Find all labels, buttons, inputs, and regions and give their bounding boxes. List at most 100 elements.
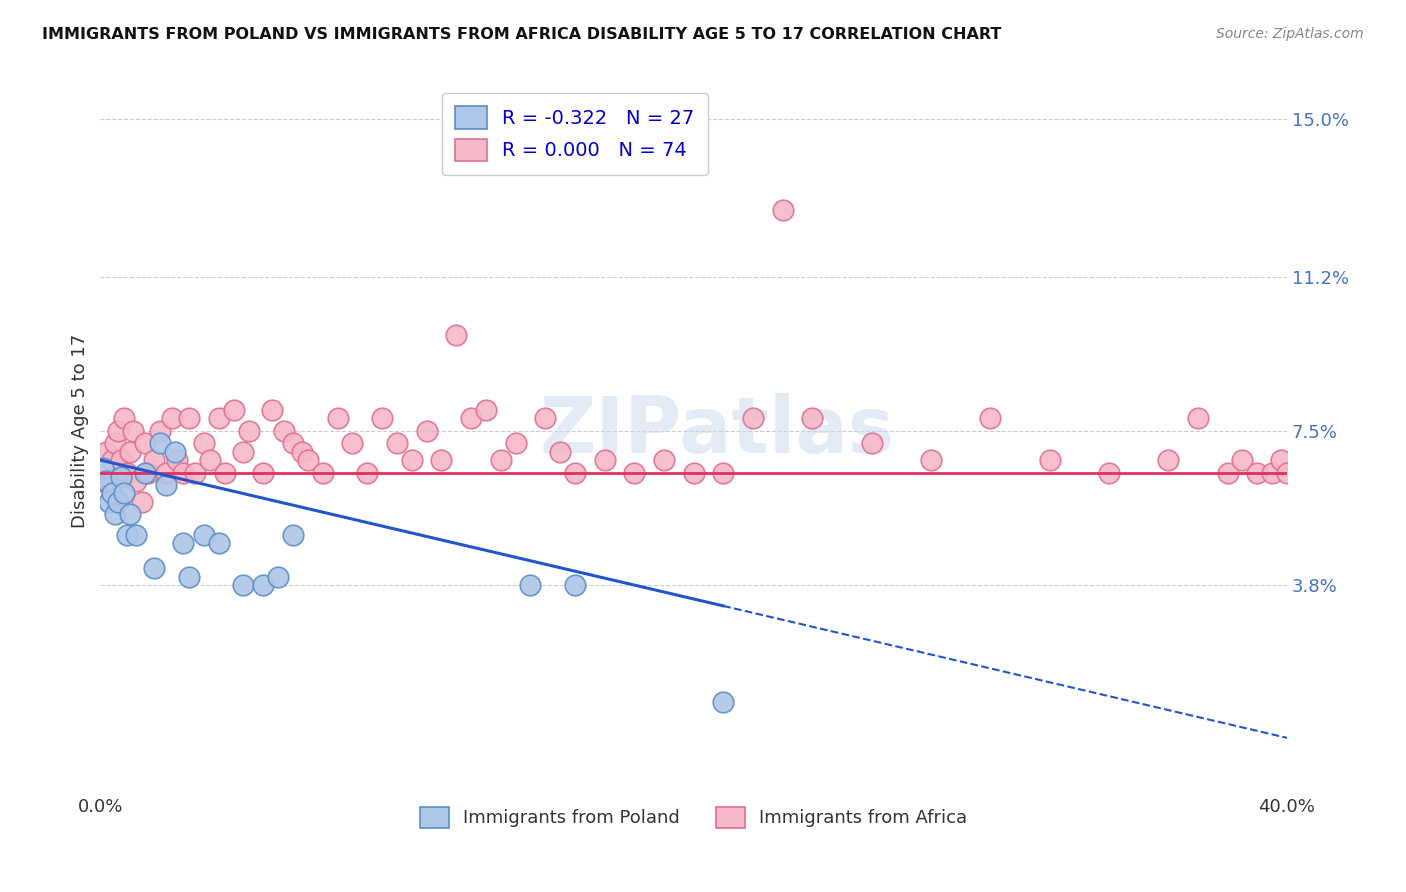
Point bbox=[801, 411, 824, 425]
Point bbox=[232, 578, 254, 592]
Text: IMMIGRANTS FROM POLAND VS IMMIGRANTS FROM AFRICA DISABILITY AGE 5 TO 17 CORRELAT: IMMIGRANTS FROM POLAND VS IMMIGRANTS FRO… bbox=[42, 27, 1001, 42]
Point bbox=[112, 411, 135, 425]
Point bbox=[110, 453, 132, 467]
Point bbox=[214, 466, 236, 480]
Point bbox=[273, 424, 295, 438]
Point bbox=[446, 328, 468, 343]
Point bbox=[252, 578, 274, 592]
Point bbox=[131, 495, 153, 509]
Point bbox=[134, 436, 156, 450]
Point bbox=[118, 444, 141, 458]
Point bbox=[593, 453, 616, 467]
Point bbox=[979, 411, 1001, 425]
Point bbox=[1157, 453, 1180, 467]
Point bbox=[104, 436, 127, 450]
Point bbox=[98, 478, 121, 492]
Point bbox=[122, 424, 145, 438]
Point bbox=[920, 453, 942, 467]
Point bbox=[401, 453, 423, 467]
Point bbox=[564, 578, 586, 592]
Text: ZIPatlas: ZIPatlas bbox=[540, 393, 894, 469]
Point bbox=[415, 424, 437, 438]
Point bbox=[711, 695, 734, 709]
Point bbox=[1246, 466, 1268, 480]
Point bbox=[1098, 466, 1121, 480]
Point bbox=[184, 466, 207, 480]
Point bbox=[1187, 411, 1209, 425]
Point bbox=[125, 474, 148, 488]
Point bbox=[1038, 453, 1060, 467]
Point bbox=[104, 508, 127, 522]
Point bbox=[505, 436, 527, 450]
Point bbox=[208, 411, 231, 425]
Point bbox=[208, 536, 231, 550]
Point bbox=[652, 453, 675, 467]
Point bbox=[312, 466, 335, 480]
Point bbox=[489, 453, 512, 467]
Point bbox=[98, 495, 121, 509]
Point bbox=[430, 453, 453, 467]
Point bbox=[742, 411, 765, 425]
Point bbox=[101, 453, 124, 467]
Point bbox=[101, 486, 124, 500]
Point bbox=[155, 478, 177, 492]
Point bbox=[179, 570, 201, 584]
Point bbox=[118, 508, 141, 522]
Point bbox=[222, 403, 245, 417]
Point bbox=[166, 453, 188, 467]
Text: Source: ZipAtlas.com: Source: ZipAtlas.com bbox=[1216, 27, 1364, 41]
Point bbox=[115, 528, 138, 542]
Point bbox=[385, 436, 408, 450]
Point bbox=[96, 444, 118, 458]
Y-axis label: Disability Age 5 to 17: Disability Age 5 to 17 bbox=[72, 334, 89, 528]
Point bbox=[1270, 453, 1292, 467]
Point bbox=[460, 411, 482, 425]
Legend: Immigrants from Poland, Immigrants from Africa: Immigrants from Poland, Immigrants from … bbox=[412, 800, 974, 835]
Point bbox=[142, 453, 165, 467]
Point bbox=[1261, 466, 1284, 480]
Point bbox=[125, 528, 148, 542]
Point bbox=[134, 466, 156, 480]
Point bbox=[342, 436, 364, 450]
Point bbox=[283, 436, 305, 450]
Point bbox=[262, 403, 284, 417]
Point bbox=[238, 424, 260, 438]
Point bbox=[534, 411, 557, 425]
Point bbox=[172, 466, 194, 480]
Point bbox=[96, 474, 118, 488]
Point bbox=[149, 424, 172, 438]
Point bbox=[107, 495, 129, 509]
Point bbox=[163, 444, 186, 458]
Point bbox=[564, 466, 586, 480]
Point bbox=[682, 466, 704, 480]
Point bbox=[142, 561, 165, 575]
Point bbox=[772, 203, 794, 218]
Point bbox=[283, 528, 305, 542]
Point bbox=[112, 486, 135, 500]
Point bbox=[860, 436, 883, 450]
Point bbox=[623, 466, 645, 480]
Point bbox=[267, 570, 290, 584]
Point bbox=[179, 411, 201, 425]
Point bbox=[232, 444, 254, 458]
Point bbox=[252, 466, 274, 480]
Point bbox=[91, 474, 114, 488]
Point bbox=[160, 411, 183, 425]
Point bbox=[297, 453, 319, 467]
Point bbox=[91, 461, 114, 475]
Point bbox=[149, 436, 172, 450]
Point bbox=[198, 453, 221, 467]
Point bbox=[371, 411, 394, 425]
Point bbox=[107, 424, 129, 438]
Point bbox=[291, 444, 314, 458]
Point bbox=[326, 411, 349, 425]
Point bbox=[711, 466, 734, 480]
Point bbox=[115, 466, 138, 480]
Point bbox=[519, 578, 541, 592]
Point bbox=[356, 466, 378, 480]
Point bbox=[193, 436, 215, 450]
Point bbox=[1275, 466, 1298, 480]
Point bbox=[155, 466, 177, 480]
Point bbox=[1232, 453, 1254, 467]
Point bbox=[136, 466, 159, 480]
